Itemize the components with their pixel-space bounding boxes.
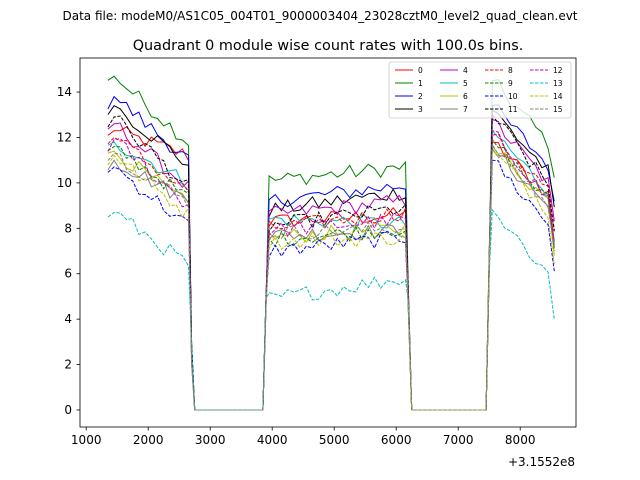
y-tick-label: 0 [64, 403, 72, 417]
series-line-11 [107, 113, 555, 411]
y-tick-label: 8 [64, 221, 72, 235]
legend-label-8: 8 [508, 66, 513, 75]
legend-box [388, 61, 572, 119]
x-tick-label: 1000 [71, 433, 102, 447]
x-tick-label: 4000 [257, 433, 288, 447]
plot-frame [79, 57, 577, 428]
x-axis-offset-label: +3.1552e8 [508, 455, 575, 469]
y-tick-label: 10 [57, 176, 72, 190]
legend-label-15: 15 [553, 105, 563, 114]
x-tick-label: 5000 [319, 433, 350, 447]
legend-label-2: 2 [418, 92, 423, 101]
x-tick-label: 8000 [505, 433, 536, 447]
x-tick-label: 7000 [443, 433, 474, 447]
legend-label-1: 1 [418, 79, 423, 88]
legend-label-7: 7 [463, 105, 468, 114]
legend-label-11: 11 [508, 105, 518, 114]
x-tick-label: 6000 [381, 433, 412, 447]
series-lines [107, 75, 555, 411]
y-tick-label: 6 [64, 267, 72, 281]
legend-label-9: 9 [508, 79, 513, 88]
y-axis: 0 2 4 6 8 10 12 14 [57, 85, 80, 417]
series-line-4 [107, 118, 555, 411]
series-line-15 [107, 142, 555, 411]
series-line-10 [107, 159, 555, 411]
series-line-8 [107, 133, 555, 411]
y-tick-label: 2 [64, 358, 72, 372]
legend-label-0: 0 [418, 66, 423, 75]
legend-label-3: 3 [418, 105, 423, 114]
legend-label-14: 14 [553, 92, 563, 101]
x-tick-label: 2000 [133, 433, 164, 447]
x-tick-label: 3000 [195, 433, 226, 447]
figure-suptitle: Data file: modeM0/AS1C05_004T01_90000034… [62, 9, 577, 23]
series-line-9 [107, 138, 555, 411]
legend-label-5: 5 [463, 79, 468, 88]
y-tick-label: 14 [57, 85, 72, 99]
legend-label-13: 13 [553, 79, 563, 88]
series-line-13 [107, 208, 555, 411]
y-tick-label: 12 [57, 130, 72, 144]
y-tick-label: 4 [64, 312, 72, 326]
plot-area: 1000 2000 3000 4000 5000 6000 7000 800002468101… [57, 57, 577, 447]
x-axis: 1000 2000 3000 4000 5000 6000 7000 8000 [71, 427, 536, 447]
legend-label-4: 4 [463, 66, 468, 75]
series-line-14 [107, 150, 555, 411]
legend-label-12: 12 [553, 66, 563, 75]
legend-label-6: 6 [463, 92, 468, 101]
chart-title: Quadrant 0 module wise count rates with … [133, 38, 524, 54]
legend-label-10: 10 [508, 92, 518, 101]
